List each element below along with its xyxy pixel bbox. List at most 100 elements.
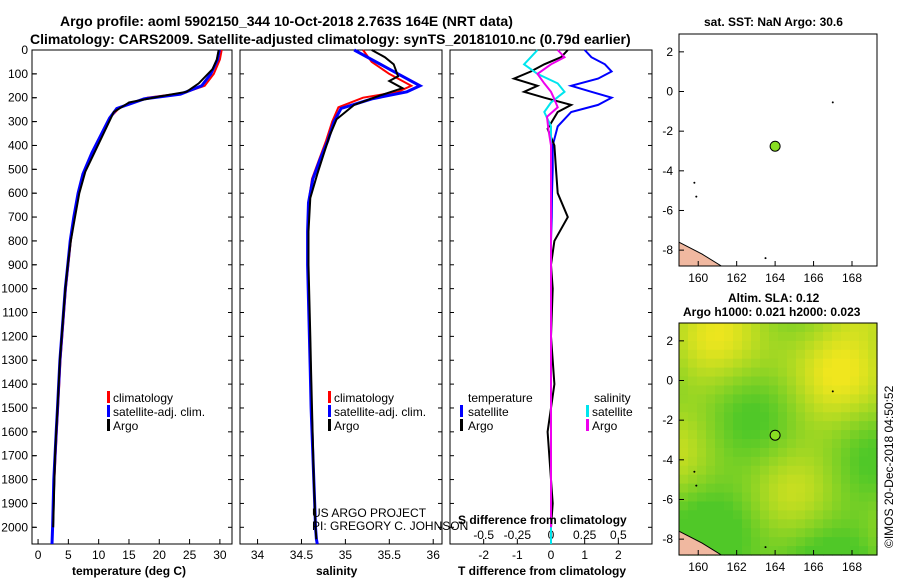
sla-cell <box>688 483 698 494</box>
sla-cell <box>787 483 797 494</box>
sla-cell <box>724 528 734 538</box>
sla-cell <box>751 483 761 494</box>
map-ytick-label: 0 <box>666 374 673 388</box>
temperature-xtick-label: 15 <box>122 548 136 562</box>
sla-cell <box>859 483 869 494</box>
legend-label-satellite: satellite-adj. clim. <box>113 405 205 419</box>
sla-cell <box>724 537 734 547</box>
sla-cell <box>787 501 797 511</box>
sla-cell <box>787 465 797 476</box>
sla-cell <box>688 465 698 476</box>
sla-cell <box>715 510 725 520</box>
map-ytick-label: 2 <box>666 334 673 348</box>
sla-cell <box>859 501 869 511</box>
sla-cell <box>778 456 788 467</box>
sla-cell <box>841 331 851 342</box>
sla-cell <box>841 385 851 395</box>
sla-cell <box>742 474 752 485</box>
sla-cell <box>751 349 761 360</box>
depth-tick-label: 100 <box>8 67 28 81</box>
sla-cell <box>742 358 752 369</box>
sla-cell <box>787 331 797 342</box>
sla-cell <box>706 447 716 458</box>
sla-cell <box>679 501 689 511</box>
temperature-xtick-label: 30 <box>213 548 227 562</box>
difference-stick-label: -0.5 <box>473 528 494 542</box>
difference-xtick-label: 2 <box>615 548 622 562</box>
salinity-legend: climatology satellite-adj. clim. Argo <box>328 391 426 433</box>
island-dot <box>764 546 767 549</box>
map-xtick-label: 160 <box>688 271 708 285</box>
sla-cell <box>823 403 833 413</box>
depth-tick-label: 1000 <box>1 282 28 296</box>
sla-cell <box>850 358 860 369</box>
sla-cell <box>832 439 842 449</box>
sla-cell <box>769 519 779 529</box>
sla-cell <box>688 421 698 431</box>
sla-cell <box>859 492 869 503</box>
sla-cell <box>742 519 752 529</box>
sla-cell <box>769 421 779 431</box>
sla-cell <box>733 439 743 449</box>
sla-cell <box>688 323 698 333</box>
sla-cell <box>760 323 770 333</box>
sla-cell <box>841 421 851 431</box>
sla-cell <box>778 358 788 369</box>
sla-cell <box>814 501 824 511</box>
sla-cell <box>742 349 752 360</box>
sla-cell <box>760 465 770 476</box>
sla-cell <box>706 385 716 395</box>
temperature-xtick-label: 10 <box>92 548 106 562</box>
sla-cell <box>805 474 815 485</box>
sla-cell <box>850 421 860 431</box>
map-ytick-label: 2 <box>666 45 673 59</box>
sla-cell <box>706 465 716 476</box>
sla-cell <box>760 519 770 529</box>
sla-cell <box>868 465 878 476</box>
sla-cell <box>778 439 788 449</box>
sla-cell <box>724 465 734 476</box>
sla-cell <box>688 510 698 520</box>
sla-cell <box>814 403 824 413</box>
depth-tick-label: 0 <box>21 43 28 57</box>
sla-cell <box>796 537 806 547</box>
project-credit: US ARGO PROJECT <box>312 506 427 520</box>
sla-cell <box>706 439 716 449</box>
difference-xtick-label: 1 <box>581 548 588 562</box>
sla-cell <box>715 537 725 547</box>
sla-cell <box>733 546 743 556</box>
sla-cell <box>679 456 689 467</box>
sla-cell <box>841 340 851 351</box>
sla-cell <box>823 501 833 511</box>
sla-cell <box>715 546 725 556</box>
sla-cell <box>733 394 743 404</box>
sla-cell <box>688 492 698 503</box>
temperature-xlabel: temperature (deg C) <box>72 564 186 578</box>
sla-cell <box>868 537 878 547</box>
sla-cell <box>805 394 815 404</box>
sla-cell <box>733 537 743 547</box>
salinity-xtick-label: 35.5 <box>378 548 402 562</box>
sla-cell <box>832 412 842 422</box>
sla-cell <box>832 519 842 529</box>
sla-cell <box>679 447 689 458</box>
sla-cell <box>706 456 716 467</box>
map-sla-frame <box>678 322 878 556</box>
sla-cell <box>742 465 752 476</box>
sla-cell <box>706 430 716 440</box>
depth-tick-label: 800 <box>8 234 28 248</box>
sla-cell <box>850 537 860 547</box>
sla-cell <box>778 385 788 395</box>
sla-cell <box>769 412 779 422</box>
difference-series-t-satellite <box>550 49 615 544</box>
sla-cell <box>814 519 824 529</box>
sla-cell <box>715 323 725 333</box>
sla-cell <box>769 340 779 351</box>
map-xtick-label: 166 <box>804 271 824 285</box>
sla-cell <box>796 412 806 422</box>
sla-cell <box>679 367 689 378</box>
sla-cell <box>715 528 725 538</box>
sla-cell <box>769 492 779 503</box>
sla-cell <box>841 403 851 413</box>
